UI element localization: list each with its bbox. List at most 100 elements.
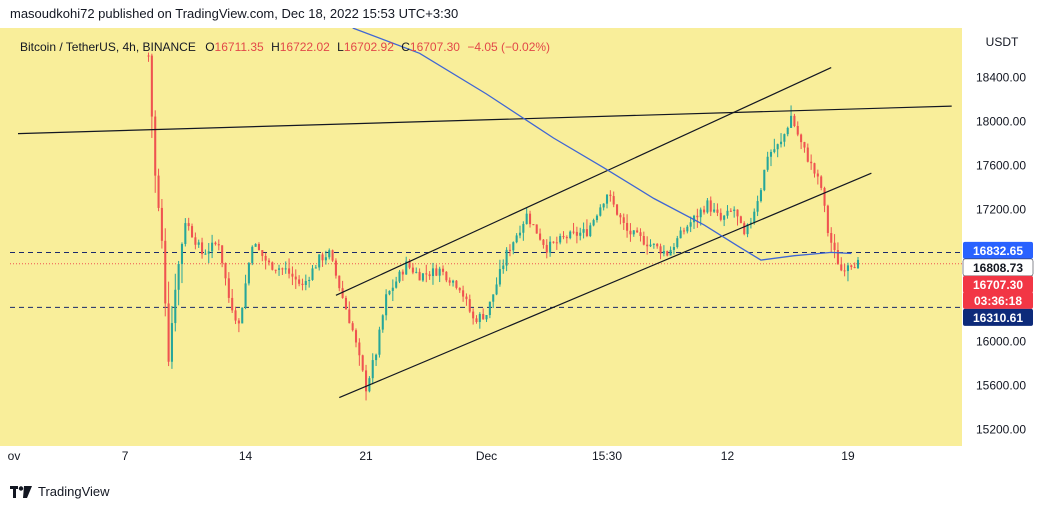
candle — [723, 214, 726, 227]
candle-body — [672, 247, 675, 250]
candle — [552, 241, 555, 244]
candle — [361, 354, 364, 372]
candle — [147, 52, 150, 62]
candle-body — [528, 213, 532, 225]
candle — [843, 264, 846, 277]
candle — [790, 105, 793, 128]
candle — [425, 264, 428, 283]
candle-body — [351, 323, 354, 331]
candle — [853, 262, 856, 269]
footer: TradingView — [10, 484, 110, 499]
candle-body — [840, 264, 843, 271]
candle-body — [515, 235, 518, 243]
candle — [793, 113, 796, 128]
x-tick-label: ov — [8, 449, 21, 463]
candle-body — [170, 323, 173, 362]
chart-area[interactable]: USDT18400.0018000.0017600.0017200.001640… — [0, 28, 1051, 473]
candle-body — [632, 230, 635, 235]
candle — [759, 187, 762, 203]
candle — [308, 276, 311, 288]
candle-body — [552, 241, 555, 243]
time-axis[interactable]: ov 7 14 21 Dec 15:30 12 19 — [0, 446, 962, 473]
candle — [679, 226, 682, 239]
candle — [254, 243, 257, 247]
price-tag: 16707.30 — [963, 275, 1033, 293]
price-tag-box — [963, 275, 1033, 293]
candle-body — [431, 268, 435, 277]
candle-body — [241, 307, 244, 324]
candle — [779, 133, 783, 148]
candle — [495, 277, 498, 296]
candle-body — [375, 354, 378, 361]
candle — [676, 235, 679, 249]
candle-body — [441, 268, 445, 272]
candle — [385, 289, 388, 321]
candle — [572, 222, 575, 235]
candle-body — [733, 209, 736, 212]
candle-body — [532, 224, 535, 226]
candle-body — [522, 223, 525, 233]
candle-body — [257, 244, 260, 251]
candle — [324, 250, 327, 265]
candle — [415, 267, 418, 274]
candle-body — [535, 224, 538, 234]
candle — [318, 254, 321, 271]
brand-name[interactable]: TradingView — [38, 484, 110, 499]
candle-body — [321, 254, 324, 261]
candle — [441, 265, 445, 276]
candle-body — [776, 144, 779, 150]
candle — [733, 206, 736, 218]
candle — [438, 266, 441, 283]
candle — [816, 169, 819, 185]
candle-body — [448, 280, 451, 283]
candle-body — [234, 310, 237, 321]
tradingview-logo-icon[interactable] — [10, 485, 32, 498]
moving-average — [352, 28, 852, 261]
candle-body — [786, 127, 789, 135]
candle — [207, 243, 210, 264]
candle — [619, 213, 622, 225]
candle-body — [428, 274, 431, 277]
candle — [468, 294, 471, 314]
candle-body — [542, 239, 545, 245]
candle — [616, 204, 619, 216]
y-tick-label: 16000.00 — [976, 335, 1026, 349]
x-tick-label: Dec — [476, 449, 497, 463]
candle-body — [729, 210, 732, 212]
candle — [666, 250, 669, 257]
candle-body — [174, 289, 177, 324]
price-tag-label: 16310.61 — [973, 311, 1023, 325]
price-chart[interactable]: USDT18400.0018000.0017600.0017200.001640… — [0, 28, 1051, 473]
candle — [850, 264, 853, 270]
candle — [846, 262, 849, 282]
candle — [351, 321, 354, 332]
candle — [806, 143, 809, 163]
candle-body — [796, 125, 799, 135]
low-value: 16702.92 — [343, 40, 394, 54]
candle — [662, 245, 665, 257]
candle — [311, 265, 314, 281]
candle-body — [709, 200, 712, 212]
candle — [197, 239, 200, 248]
candle-body — [843, 270, 846, 272]
candle-body — [495, 284, 498, 295]
candle-body — [472, 311, 475, 319]
candle — [763, 169, 766, 192]
trendlines[interactable] — [17, 67, 952, 399]
candle — [582, 222, 585, 239]
candle — [448, 277, 451, 286]
candle — [331, 249, 334, 262]
candle-body — [719, 212, 722, 220]
candle — [756, 195, 759, 217]
candle — [214, 241, 217, 246]
candle — [649, 239, 652, 248]
candle-body — [288, 268, 291, 274]
candle — [769, 149, 773, 167]
candle — [783, 133, 786, 147]
candle — [729, 208, 732, 213]
candle — [652, 243, 655, 249]
candle — [856, 257, 860, 269]
candle-body — [856, 259, 860, 269]
candle — [455, 279, 458, 290]
candle-body — [830, 233, 833, 243]
